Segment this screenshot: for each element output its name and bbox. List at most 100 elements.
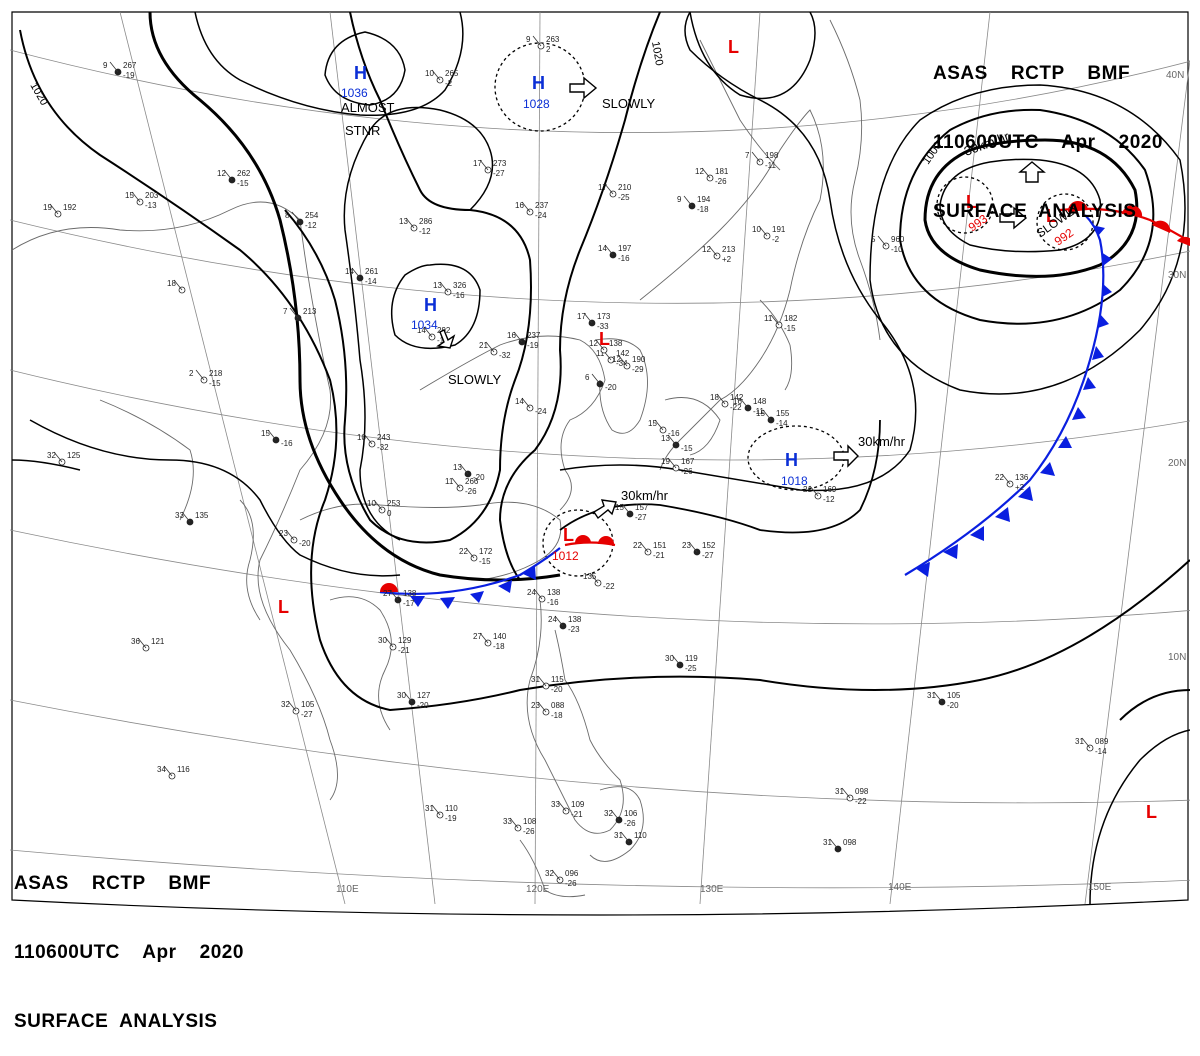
station-pressure-change: -2	[445, 79, 453, 88]
header-line: 110600UTC Apr 2020	[14, 942, 244, 963]
station-pressure: 129	[398, 636, 412, 645]
low-symbol: L	[563, 525, 574, 545]
wind-barb	[1081, 737, 1091, 749]
station-temperature: 22	[633, 541, 642, 550]
station-temperature: 10	[425, 69, 434, 78]
station-pressure: 181	[715, 167, 729, 176]
station-plot: 31 110-19	[425, 804, 458, 823]
station-pressure-change: -14	[776, 419, 788, 428]
station-temperature: 14	[417, 326, 426, 335]
station-pressure: 098	[843, 838, 857, 847]
wind-barb	[181, 511, 191, 523]
wind-barb	[479, 632, 489, 644]
station-pressure: 108	[523, 817, 537, 826]
station-temperature: 6	[585, 373, 590, 382]
station-pressure-change: -14	[1095, 747, 1107, 756]
station-temperature: 11	[596, 349, 605, 358]
station-temperature: 12	[589, 339, 598, 348]
station-pressure-change: -19	[527, 341, 539, 350]
wind-barb	[688, 541, 698, 553]
wind-barb	[537, 675, 547, 687]
station-temperature: 11	[764, 314, 773, 323]
wind-barb	[451, 477, 461, 489]
wind-barb	[618, 355, 628, 367]
lon-label-130e: 130E	[700, 884, 724, 895]
station-pressure: 253	[387, 499, 401, 508]
station-pressure: 237	[535, 201, 549, 210]
station-pressure-change: -20	[947, 701, 959, 710]
station-pressure-change: -21	[398, 646, 410, 655]
wind-barb	[829, 838, 839, 850]
station-temperature: 15	[125, 191, 134, 200]
wind-barb	[267, 429, 277, 441]
graticule-labels: 110E 120E 130E 140E 150E 40N 30N 20N 10N	[336, 70, 1186, 895]
station-pressure-change: -19	[123, 71, 135, 80]
station-pressure: 119	[685, 654, 698, 663]
station-pressure: 960	[891, 235, 905, 244]
station-pressure-change: -21	[571, 810, 583, 819]
station-pressure-change: -25	[685, 664, 697, 673]
station-pressure-change: -10	[891, 245, 903, 254]
station-plot: 10 265-2	[425, 69, 459, 88]
station-pressure-change: 2	[546, 45, 551, 54]
station-pressure-change: -14	[365, 277, 377, 286]
wind-barb	[223, 169, 233, 181]
wind-barb	[131, 191, 141, 203]
station-pressure-change: -24	[535, 407, 547, 416]
station-plot: 17 173-33	[577, 312, 611, 331]
station-temperature: 7	[745, 151, 750, 160]
station-pressure: 190	[632, 355, 646, 364]
station-temperature: 13	[661, 434, 670, 443]
header-line: SURFACE ANALYSIS	[14, 1011, 218, 1032]
station-pressure-change: -17	[403, 599, 415, 608]
wind-barb	[109, 61, 119, 73]
low-symbol: L	[1046, 206, 1057, 226]
station-pressure-change: -29	[632, 365, 644, 374]
station-plot: 33 109-21	[551, 800, 585, 819]
station-pressure-change: -21	[653, 551, 665, 560]
station-pressure-change: -19	[445, 814, 457, 823]
wind-barb	[285, 529, 295, 541]
station-temperature: 19	[43, 203, 52, 212]
station-temperature: 14	[515, 397, 524, 406]
high-symbol: H	[354, 63, 367, 83]
pressure-value: 1028	[523, 97, 550, 111]
header-line: ASAS RCTP BMF	[933, 63, 1131, 84]
wind-barb	[423, 326, 433, 338]
station-pressure: 267	[123, 61, 137, 70]
station-temperature: 13	[433, 281, 442, 290]
station-pressure: 138	[568, 615, 582, 624]
station-pressure: 191	[772, 225, 786, 234]
station-pressure-change: -12	[823, 495, 835, 504]
wind-barb	[163, 765, 173, 777]
wind-barb	[431, 804, 441, 816]
station-pressure: 136	[1015, 473, 1029, 482]
station-temperature: 16	[507, 331, 516, 340]
wind-barb	[289, 307, 299, 319]
chart-header-bottom: ASAS RCTP BMF 110600UTC Apr 2020 SURFACE…	[14, 826, 244, 1056]
station-temperature: 31	[835, 787, 844, 796]
station-temperature: 32	[545, 869, 554, 878]
header-line: ASAS RCTP BMF	[14, 873, 212, 894]
station-pressure-change: -18	[551, 711, 563, 720]
motion-arrow-icon	[569, 76, 598, 100]
station-temperature: 31	[1075, 737, 1084, 746]
station-temperature: 12	[612, 355, 621, 364]
station-plot: 12 181-26	[695, 167, 729, 186]
station-pressure: 237	[527, 331, 541, 340]
chart-header-top: ASAS RCTP BMF 110600UTC Apr 2020 SURFACE…	[933, 16, 1163, 246]
station-temperature: 11	[445, 477, 454, 486]
station-temperature: 30	[378, 636, 387, 645]
map-frame	[11, 11, 1189, 916]
station-pressure: 265	[445, 69, 459, 78]
wind-barb	[439, 281, 449, 293]
station-pressure: 203	[145, 191, 159, 200]
station-plot: 16 237-19	[507, 331, 541, 350]
station-plot: 14 197-16	[598, 244, 632, 263]
station-plot: 31 105-20	[927, 691, 961, 710]
station-temperature: 22	[459, 547, 468, 556]
wind-barb	[459, 463, 469, 475]
station-plot: 21 -32	[479, 341, 511, 360]
motion-arrows	[436, 76, 1046, 520]
